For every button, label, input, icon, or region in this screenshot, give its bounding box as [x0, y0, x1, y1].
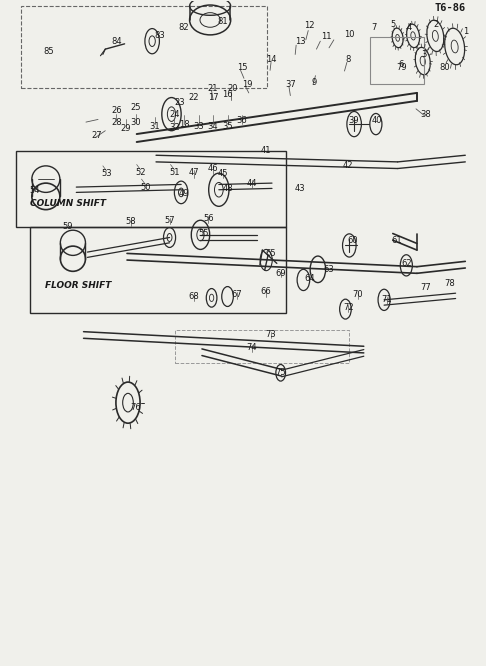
Text: 46: 46: [208, 164, 218, 173]
Text: 30: 30: [130, 118, 141, 127]
Text: COLUMN SHIFT: COLUMN SHIFT: [31, 199, 106, 208]
Text: 18: 18: [179, 120, 190, 129]
Text: 13: 13: [295, 37, 305, 46]
Text: 12: 12: [304, 21, 315, 31]
Text: 78: 78: [444, 279, 455, 288]
Text: 26: 26: [111, 107, 122, 115]
Text: 59: 59: [63, 222, 73, 231]
Text: 54: 54: [29, 186, 39, 195]
Text: 83: 83: [155, 31, 165, 41]
Text: 16: 16: [222, 90, 233, 99]
Text: 62: 62: [401, 259, 412, 268]
Text: 35: 35: [222, 122, 233, 131]
Text: 10: 10: [344, 30, 355, 39]
Text: 65: 65: [266, 249, 277, 258]
Text: 24: 24: [169, 110, 180, 119]
Text: 48: 48: [222, 184, 233, 193]
Text: 2: 2: [434, 20, 439, 29]
Text: 17: 17: [208, 93, 218, 102]
Text: 28: 28: [111, 118, 122, 127]
Text: 27: 27: [92, 131, 103, 140]
Text: 51: 51: [169, 168, 180, 177]
Text: 37: 37: [285, 80, 295, 89]
Text: 74: 74: [246, 343, 257, 352]
Text: 53: 53: [102, 169, 112, 178]
Text: 73: 73: [266, 330, 277, 339]
Text: 39: 39: [348, 117, 359, 125]
Text: 38: 38: [420, 110, 431, 119]
Text: 31: 31: [150, 122, 160, 131]
Text: 85: 85: [43, 47, 54, 56]
Text: 29: 29: [121, 125, 131, 133]
Text: 4: 4: [407, 23, 412, 33]
Text: 45: 45: [217, 169, 228, 178]
Text: 49: 49: [179, 189, 189, 198]
Text: 22: 22: [189, 93, 199, 102]
Text: 21: 21: [208, 85, 218, 93]
Text: 43: 43: [295, 184, 305, 193]
Text: 69: 69: [276, 269, 286, 278]
Text: 15: 15: [237, 63, 247, 72]
Text: 19: 19: [242, 80, 252, 89]
Text: 9: 9: [312, 78, 317, 87]
Text: 14: 14: [266, 55, 276, 63]
Text: 76: 76: [130, 403, 141, 412]
Text: 60: 60: [348, 236, 359, 244]
Text: 71: 71: [382, 295, 392, 304]
Text: 25: 25: [130, 103, 141, 112]
Text: 50: 50: [140, 182, 151, 192]
Text: 66: 66: [261, 288, 272, 296]
Text: 34: 34: [208, 122, 218, 131]
Text: 47: 47: [189, 168, 199, 177]
Text: 81: 81: [217, 17, 228, 26]
Text: 82: 82: [179, 23, 190, 33]
Text: 80: 80: [440, 63, 451, 72]
Text: 67: 67: [232, 290, 243, 299]
Text: 58: 58: [125, 217, 136, 226]
Text: 55: 55: [198, 229, 208, 238]
Text: 75: 75: [276, 368, 286, 378]
Text: 79: 79: [396, 63, 407, 72]
Text: 36: 36: [237, 117, 247, 125]
Text: 42: 42: [343, 161, 354, 170]
Text: 7: 7: [372, 23, 377, 33]
Text: 40: 40: [372, 117, 382, 125]
Text: 6: 6: [399, 60, 404, 69]
Text: 70: 70: [353, 290, 364, 299]
Text: 77: 77: [420, 284, 431, 292]
Text: 33: 33: [193, 122, 204, 131]
Text: 52: 52: [135, 168, 146, 177]
Text: 72: 72: [343, 303, 354, 312]
Text: 61: 61: [391, 236, 402, 244]
Text: 57: 57: [164, 216, 175, 224]
Text: 11: 11: [321, 32, 331, 41]
Text: 68: 68: [189, 292, 199, 301]
Text: 84: 84: [111, 37, 122, 46]
Text: 8: 8: [346, 55, 351, 64]
Text: 3: 3: [421, 50, 427, 59]
Text: 23: 23: [174, 98, 185, 107]
Text: 5: 5: [390, 20, 396, 29]
Text: 44: 44: [246, 179, 257, 188]
Text: T6-86: T6-86: [434, 3, 465, 13]
Text: 20: 20: [227, 85, 238, 93]
Text: 56: 56: [203, 214, 213, 223]
Text: 63: 63: [324, 266, 334, 274]
Text: 32: 32: [169, 123, 180, 132]
Text: 64: 64: [304, 274, 315, 283]
Text: 41: 41: [261, 146, 272, 155]
Text: 1: 1: [463, 27, 468, 36]
Text: FLOOR SHIFT: FLOOR SHIFT: [45, 281, 111, 290]
